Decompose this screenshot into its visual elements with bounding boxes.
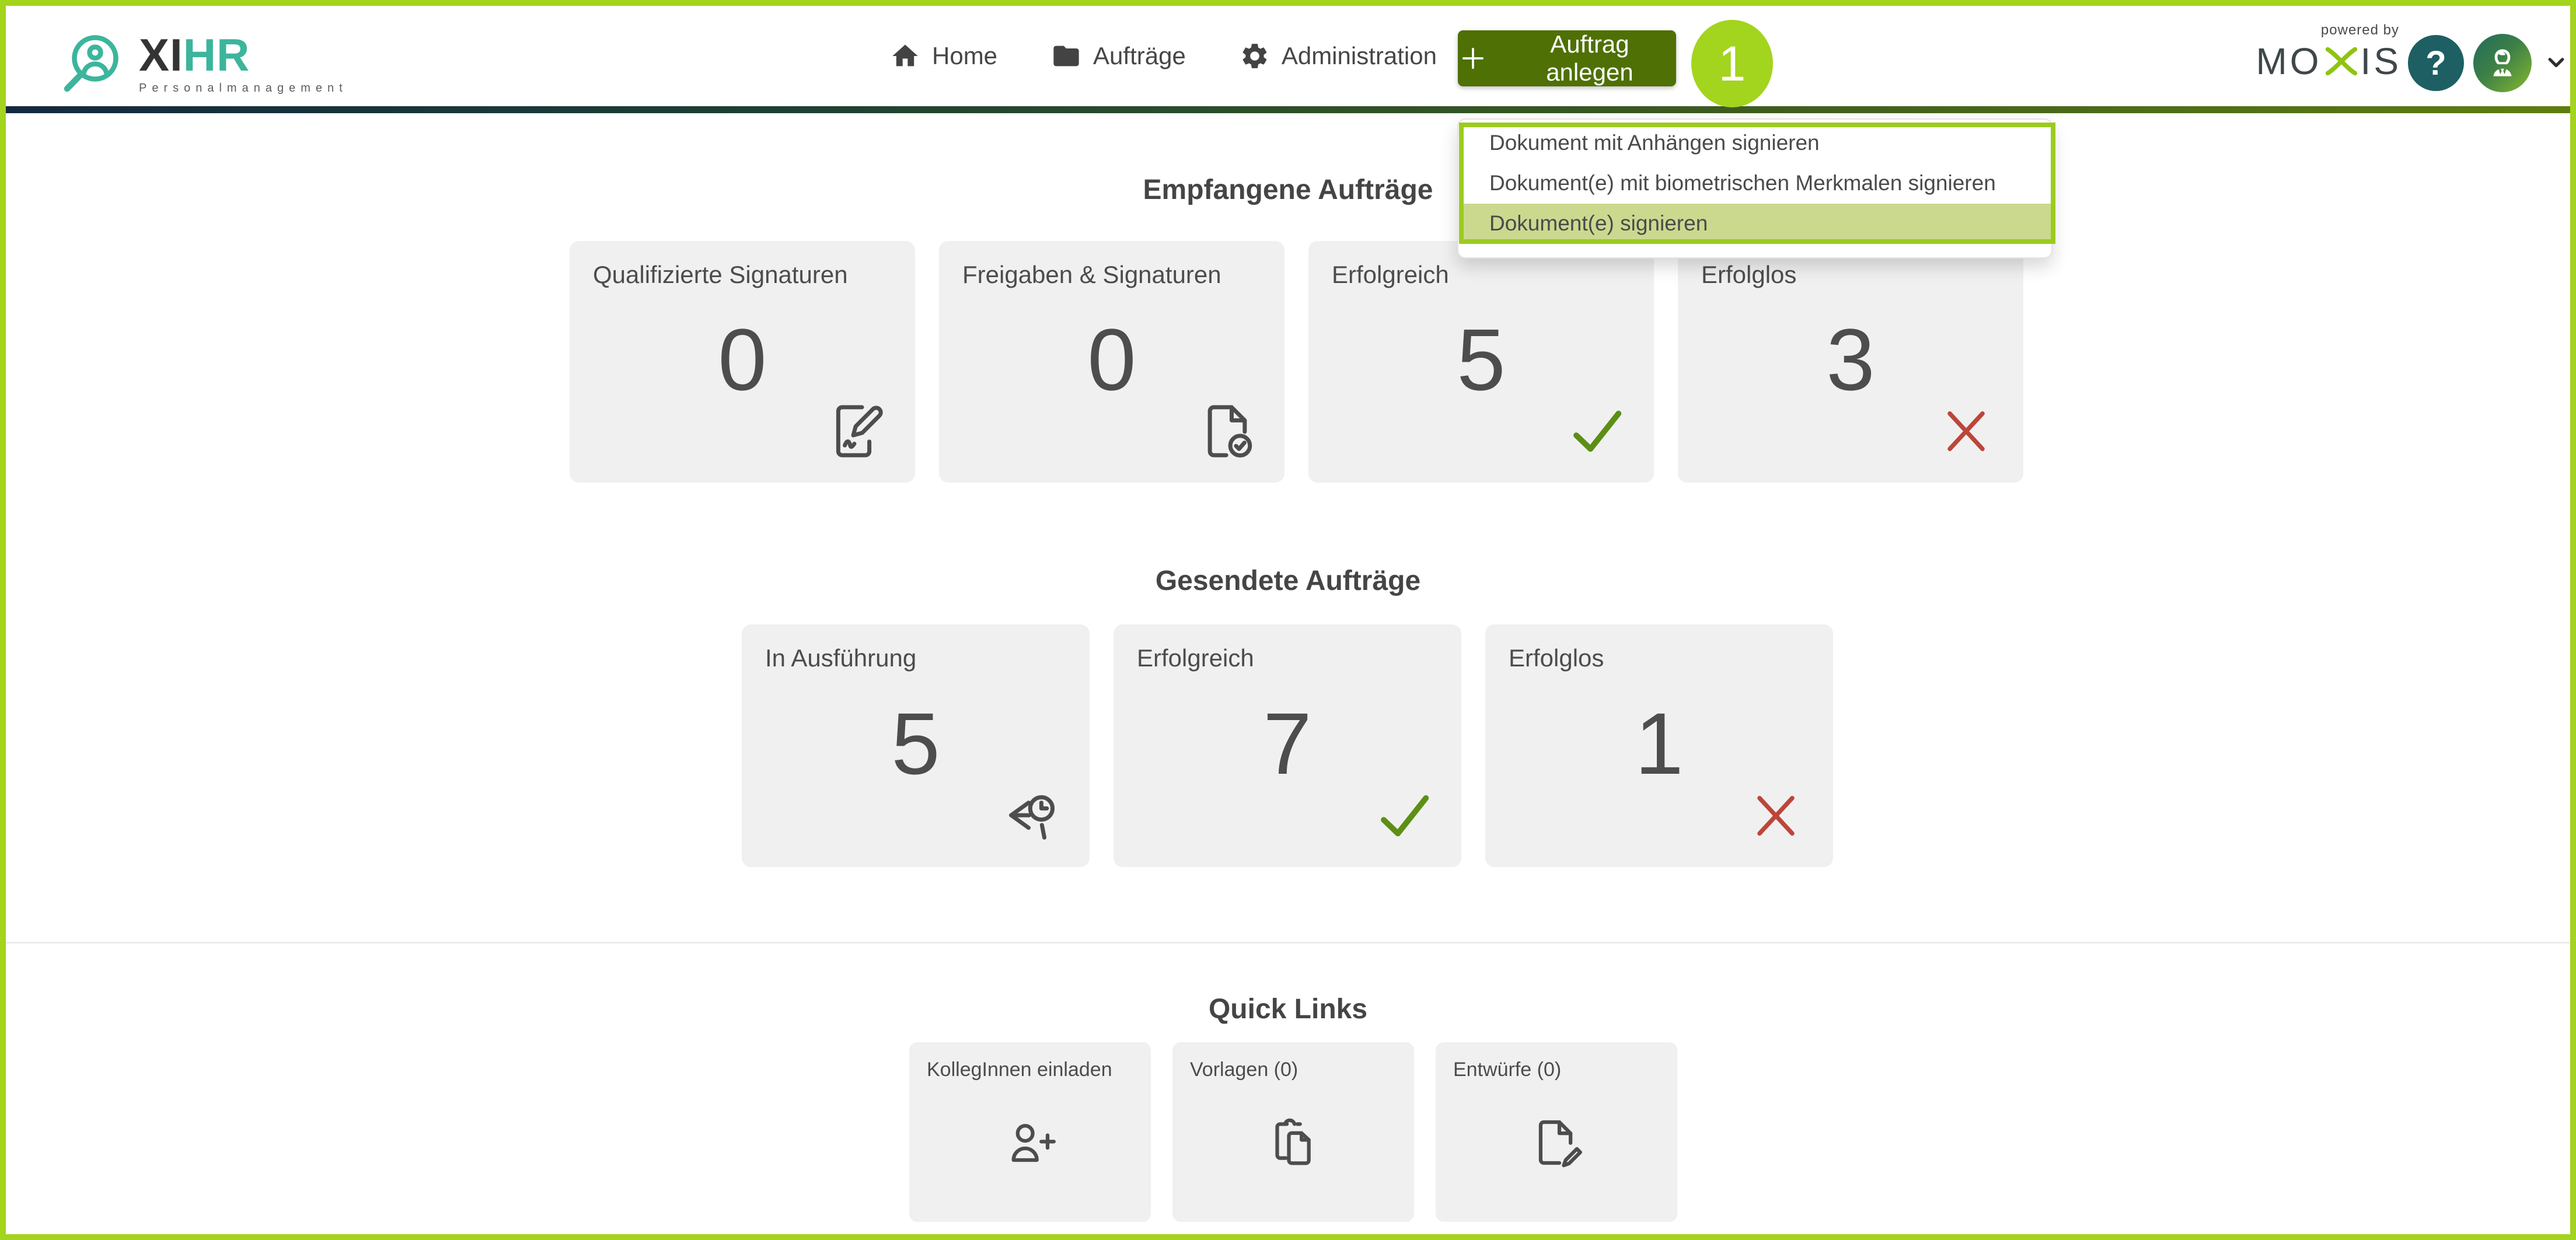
create-order-button[interactable]: Auftrag anlegen bbox=[1458, 30, 1676, 86]
card-title: Erfolgreich bbox=[1137, 644, 1254, 672]
quicklink-title: Entwürfe (0) bbox=[1453, 1059, 1562, 1081]
question-icon: ? bbox=[2425, 44, 2446, 82]
chevron-down-icon bbox=[2548, 58, 2564, 68]
nav-label-home: Home bbox=[932, 42, 998, 69]
moxis-x-icon bbox=[2325, 47, 2357, 76]
card-value: 1 bbox=[1635, 694, 1684, 793]
section-divider bbox=[6, 942, 2570, 944]
sent-orders-title: Gesendete Aufträge bbox=[1155, 565, 1421, 596]
card-title: In Ausführung bbox=[765, 644, 917, 672]
card-received-unsuccessful[interactable]: Erfolglos 3 bbox=[1678, 241, 2023, 483]
draft-document-icon bbox=[1527, 1113, 1586, 1172]
quicklink-title: Vorlagen (0) bbox=[1190, 1059, 1299, 1081]
card-title: Erfolglos bbox=[1509, 644, 1604, 672]
user-menu-chevron[interactable] bbox=[2541, 47, 2570, 77]
header-divider bbox=[6, 106, 2570, 113]
user-avatar-button[interactable] bbox=[2473, 34, 2532, 92]
card-title: Freigaben & Signaturen bbox=[962, 261, 1221, 288]
tutorial-step-badge: 1 bbox=[1691, 20, 1773, 107]
card-received-successful[interactable]: Erfolgreich 5 bbox=[1308, 241, 1654, 483]
menu-item-sign-biometric[interactable]: Dokument(e) mit biometrischen Merkmalen … bbox=[1489, 170, 1996, 195]
card-sent-unsuccessful[interactable]: Erfolglos 1 bbox=[1485, 624, 1833, 867]
menu-item-sign-with-attachments[interactable]: Dokument mit Anhängen signieren bbox=[1489, 130, 1820, 155]
card-sent-successful[interactable]: Erfolgreich 7 bbox=[1114, 624, 1461, 867]
nav-item-auftraege[interactable]: Aufträge bbox=[1051, 41, 1186, 71]
card-in-progress[interactable]: In Ausführung 5 bbox=[742, 624, 1090, 867]
gear-icon bbox=[1242, 44, 1267, 68]
card-title: Qualifizierte Signaturen bbox=[593, 261, 848, 288]
document-check-icon bbox=[1195, 399, 1260, 464]
create-order-label: Auftrag anlegen bbox=[1546, 30, 1633, 86]
check-icon bbox=[1564, 399, 1629, 464]
received-orders-title: Empfangene Aufträge bbox=[1143, 174, 1433, 205]
brand-mo: MO bbox=[2256, 40, 2322, 82]
home-icon bbox=[892, 44, 918, 67]
brand-is: IS bbox=[2360, 40, 2402, 82]
logo-subtitle: Personalmanagement bbox=[139, 82, 348, 95]
quicklink-invite-colleagues[interactable]: KollegInnen einladen bbox=[909, 1042, 1151, 1222]
folder-icon bbox=[1053, 46, 1079, 67]
logo-hr: HR bbox=[183, 29, 250, 81]
main-nav: Home Aufträge Administration bbox=[890, 6, 1437, 106]
nav-label-administration: Administration bbox=[1281, 42, 1437, 69]
quicklink-drafts[interactable]: Entwürfe (0) bbox=[1436, 1042, 1677, 1222]
nav-item-home[interactable]: Home bbox=[890, 41, 997, 71]
cross-icon bbox=[1933, 399, 1999, 464]
plus-icon bbox=[1462, 47, 1484, 69]
card-value: 3 bbox=[1826, 310, 1875, 409]
card-title: Erfolgreich bbox=[1332, 261, 1449, 288]
card-approvals-signatures[interactable]: Freigaben & Signaturen 0 bbox=[939, 241, 1284, 483]
moxis-brand: powered by MO IS bbox=[2256, 22, 2402, 83]
card-value: 0 bbox=[718, 310, 767, 409]
nav-item-administration[interactable]: Administration bbox=[1240, 41, 1437, 71]
create-order-menu: Dokument mit Anhängen signieren Dokument… bbox=[1459, 123, 2055, 244]
check-icon bbox=[1371, 783, 1437, 848]
quicklink-templates[interactable]: Vorlagen (0) bbox=[1172, 1042, 1414, 1222]
nav-label-auftraege: Aufträge bbox=[1093, 42, 1186, 69]
signature-document-icon bbox=[825, 399, 891, 464]
logo-xi: XI bbox=[139, 29, 183, 81]
cross-icon bbox=[1743, 783, 1809, 848]
menu-item-sign-documents[interactable]: Dokument(e) signieren bbox=[1459, 203, 2055, 244]
add-person-icon bbox=[1001, 1113, 1059, 1172]
user-avatar-icon bbox=[2493, 49, 2512, 76]
help-button[interactable]: ? bbox=[2408, 35, 2464, 91]
card-title: Erfolglos bbox=[1701, 261, 1797, 288]
xihr-logo[interactable]: XIHR Personalmanagement bbox=[48, 30, 348, 100]
card-value: 5 bbox=[1457, 310, 1506, 409]
card-value: 0 bbox=[1087, 310, 1136, 409]
header: XIHR Personalmanagement Home Aufträge Ad… bbox=[6, 6, 2570, 107]
card-value: 7 bbox=[1263, 694, 1312, 793]
templates-copy-icon bbox=[1264, 1113, 1322, 1172]
quicklink-title: KollegInnen einladen bbox=[927, 1059, 1112, 1081]
card-qualified-signatures[interactable]: Qualifizierte Signaturen 0 bbox=[570, 241, 915, 483]
quick-links-title: Quick Links bbox=[1208, 994, 1368, 1025]
card-value: 5 bbox=[891, 694, 940, 793]
powered-by-label: powered by bbox=[2320, 22, 2399, 38]
magnifier-person-icon bbox=[64, 35, 118, 92]
pending-clock-icon bbox=[1000, 783, 1065, 848]
